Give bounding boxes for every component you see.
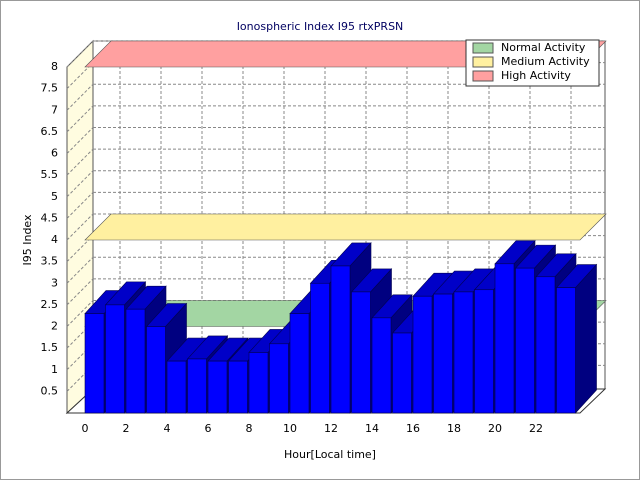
bar (351, 291, 371, 414)
y-tick-label: 2.5 (41, 298, 59, 311)
bar (146, 326, 166, 414)
x-tick-label: 0 (82, 422, 89, 435)
bar (248, 352, 269, 414)
y-tick-label: 6.5 (41, 125, 59, 138)
legend-swatch (472, 42, 494, 54)
x-axis-label: Hour[Local time] (284, 448, 376, 461)
x-tick-label: 22 (529, 422, 543, 435)
bar (289, 313, 310, 414)
bar (494, 263, 515, 414)
grid-line (66, 105, 94, 133)
grid-line (66, 192, 94, 219)
bar (535, 276, 556, 414)
bar (392, 332, 412, 414)
grid-line (66, 83, 94, 111)
grid-line (66, 213, 94, 241)
bar (84, 313, 105, 414)
bar (474, 289, 494, 414)
bar (330, 265, 351, 414)
grid-line (66, 127, 94, 154)
threshold-plane (84, 213, 607, 241)
bar (433, 293, 453, 414)
bar (515, 267, 535, 414)
bar (125, 308, 146, 414)
y-tick-label: 7 (51, 103, 58, 116)
grid-line (66, 170, 94, 198)
bar (187, 358, 207, 414)
y-tick-label: 4.5 (41, 211, 59, 224)
legend-swatch (472, 70, 494, 82)
bar (166, 360, 187, 414)
x-tick-label: 4 (164, 422, 171, 435)
bar (105, 304, 125, 414)
bar (556, 287, 576, 414)
y-tick-label: 3.5 (41, 255, 59, 268)
legend-label: Medium Activity (501, 55, 590, 68)
x-tick-label: 16 (406, 422, 420, 435)
x-tick-label: 6 (205, 422, 212, 435)
grid-line (66, 300, 94, 327)
x-tick-label: 12 (324, 422, 338, 435)
y-tick-label: 8 (51, 60, 58, 73)
bar (207, 360, 228, 414)
x-tick-label: 10 (283, 422, 297, 435)
bar (310, 282, 330, 414)
grid-line (66, 40, 94, 68)
bar-side (575, 263, 597, 414)
legend-label: High Activity (501, 69, 571, 82)
y-tick-label: 6 (51, 147, 58, 160)
grid-line (66, 278, 94, 306)
y-tick-label: 2 (51, 320, 58, 333)
bar (269, 343, 289, 414)
bar (412, 295, 433, 414)
bar (228, 360, 248, 414)
x-tick-label: 2 (123, 422, 130, 435)
y-tick-label: 5 (51, 190, 58, 203)
y-tick-label: 7.5 (41, 82, 59, 95)
y-tick-label: 1.5 (41, 341, 59, 354)
chart-title: Ionospheric Index I95 rtxPRSN (237, 20, 404, 33)
grid-line (66, 148, 94, 176)
legend-label: Normal Activity (501, 41, 586, 54)
legend-swatch (472, 56, 494, 68)
bar (453, 291, 474, 414)
x-tick-label: 14 (365, 422, 379, 435)
bars (84, 240, 598, 414)
grid-line (66, 256, 94, 284)
x-tick-label: 20 (488, 422, 502, 435)
y-tick-label: 5.5 (41, 168, 59, 181)
y-tick-label: 0.5 (41, 384, 59, 397)
y-axis-label: I95 Index (21, 214, 34, 266)
x-tick-label: 8 (246, 422, 253, 435)
bar (371, 317, 392, 414)
y-tick-label: 1 (51, 363, 58, 376)
x-tick-label: 18 (447, 422, 461, 435)
y-tick-label: 4 (51, 233, 58, 246)
y-tick-label: 3 (51, 276, 58, 289)
